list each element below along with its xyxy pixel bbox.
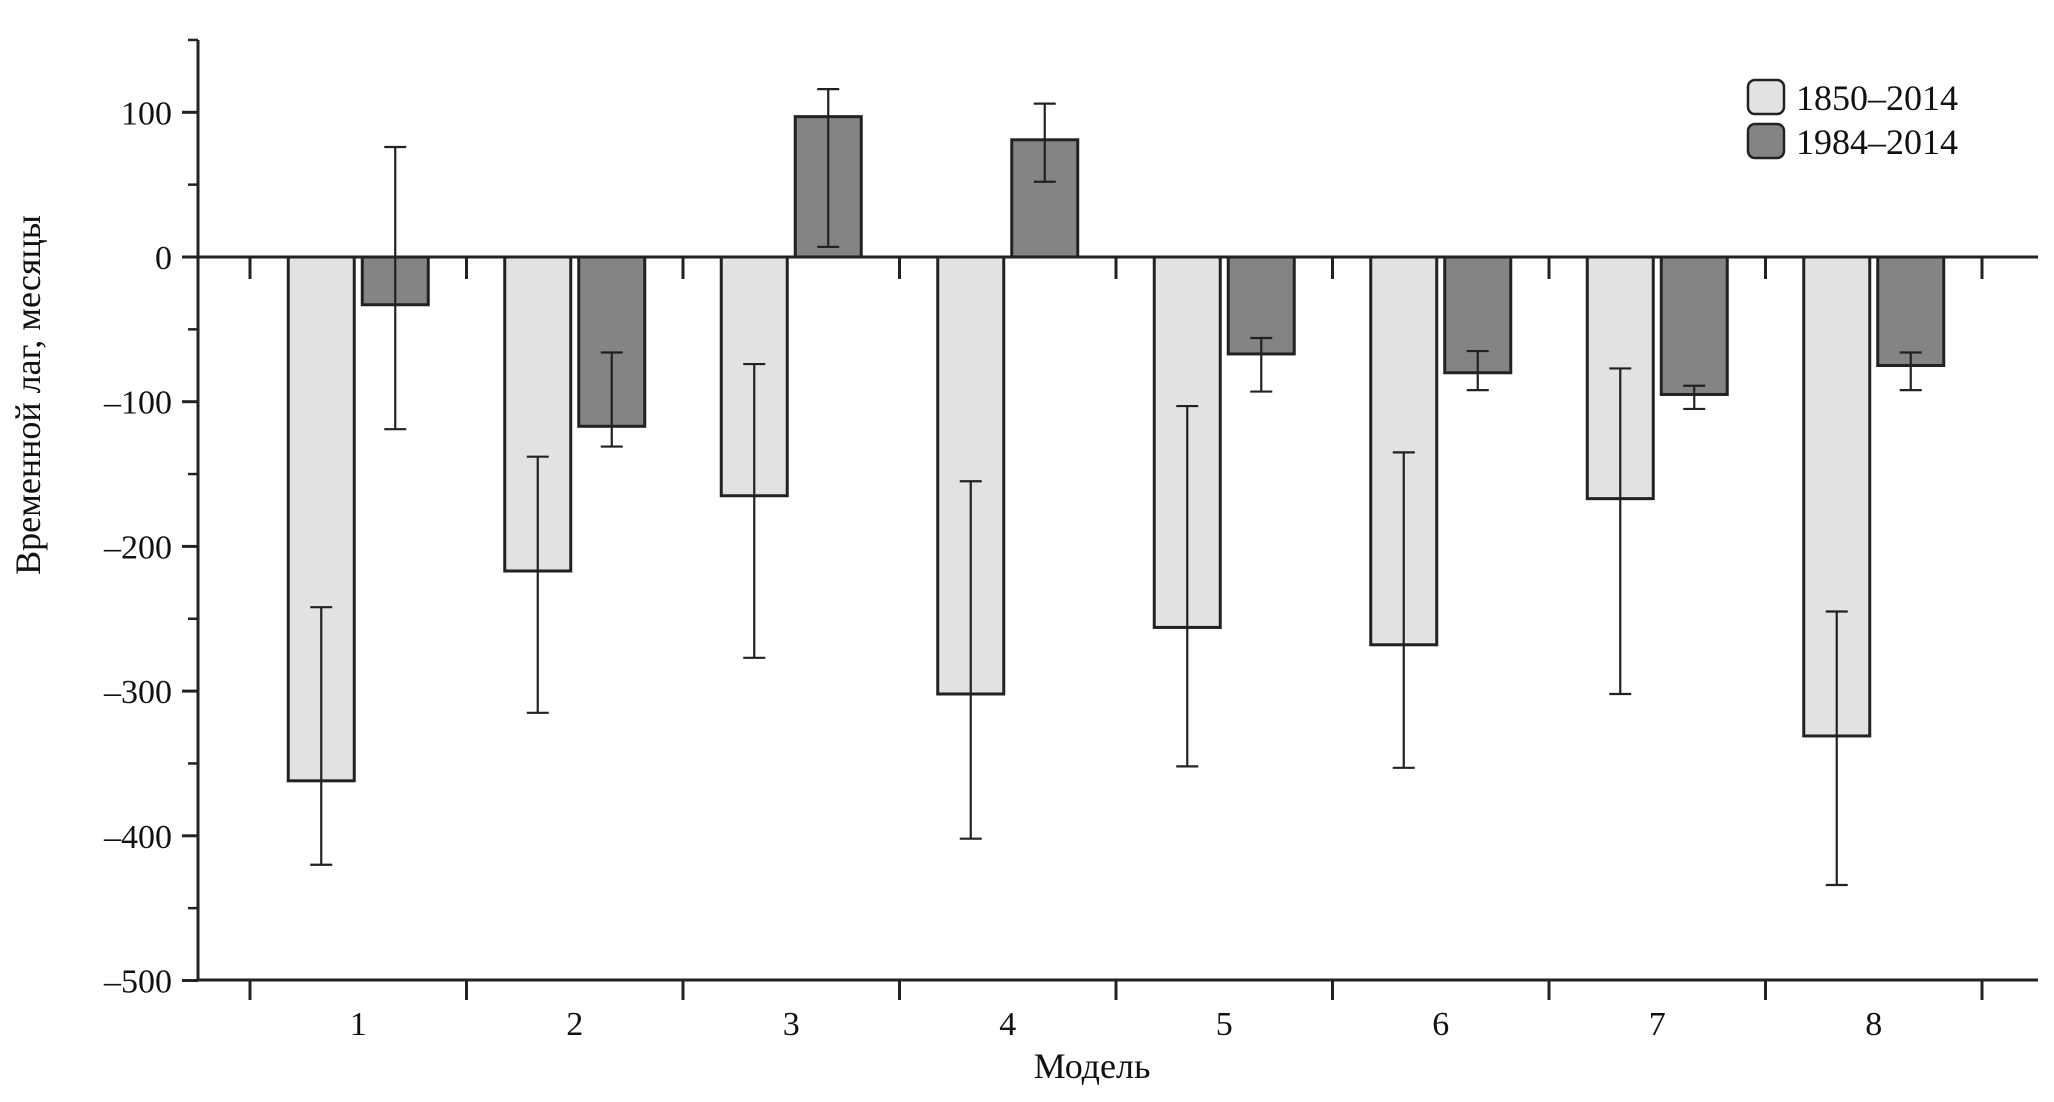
error-bar-series2-model-4 bbox=[1033, 102, 1056, 183]
legend-label-1984-2014: 1984–2014 bbox=[1796, 122, 1958, 162]
error-bar-series1-model-2 bbox=[526, 455, 549, 714]
y-tick-label: 0 bbox=[155, 240, 172, 277]
error-bar-series1-model-5 bbox=[1176, 404, 1199, 768]
error-bar-series1-model-7 bbox=[1609, 367, 1632, 696]
error-bar-series2-model-2 bbox=[600, 351, 623, 448]
x-tick-label-model-4: 4 bbox=[999, 1006, 1016, 1043]
error-bar-series1-model-3 bbox=[743, 362, 766, 659]
x-axis-title: Модель bbox=[1034, 1046, 1151, 1086]
error-bar-series2-model-5 bbox=[1250, 336, 1273, 393]
legend: 1850–2014 1984–2014 bbox=[1746, 78, 1958, 162]
x-tick-label-model-1: 1 bbox=[350, 1006, 367, 1043]
y-tick-label: –300 bbox=[103, 674, 172, 711]
legend-swatch-1984-2014 bbox=[1746, 122, 1786, 160]
error-bar-series1-model-8 bbox=[1825, 610, 1848, 887]
bar-series2-model-8 bbox=[1876, 255, 1946, 368]
tick-labels-layer: 100 0 –100 –200 –300 –400 –500 1 2 3 4 5 6 7 8 bbox=[103, 95, 1882, 1043]
error-bar-series2-model-8 bbox=[1899, 351, 1922, 392]
x-tick-label-model-8: 8 bbox=[1865, 1006, 1882, 1043]
bar-series2-model-7 bbox=[1659, 255, 1729, 396]
bars-layer bbox=[286, 115, 1946, 783]
x-tick-label-model-3: 3 bbox=[783, 1006, 800, 1043]
error-bar-series2-model-6 bbox=[1466, 349, 1489, 392]
error-bar-series1-model-6 bbox=[1392, 451, 1415, 769]
legend-label-1850-2014: 1850–2014 bbox=[1796, 78, 1958, 118]
error-bar-series1-model-1 bbox=[310, 606, 333, 866]
error-bar-series2-model-3 bbox=[817, 88, 840, 248]
legend-swatch-1850-2014 bbox=[1746, 78, 1786, 116]
y-tick-label: –100 bbox=[103, 385, 172, 422]
y-axis-title: Временной лаг, месяцы bbox=[8, 215, 48, 575]
x-tick-label-model-7: 7 bbox=[1649, 1006, 1666, 1043]
error-bar-series2-model-1 bbox=[384, 145, 407, 431]
y-tick-label: –500 bbox=[103, 964, 172, 1001]
x-tick-label-model-2: 2 bbox=[566, 1006, 583, 1043]
y-tick-label: –200 bbox=[103, 529, 172, 566]
x-tick-label-model-6: 6 bbox=[1432, 1006, 1449, 1043]
axes-layer bbox=[182, 38, 2038, 1000]
error-bar-series1-model-4 bbox=[959, 480, 982, 840]
y-tick-label: 100 bbox=[121, 95, 172, 132]
y-tick-label: –400 bbox=[103, 819, 172, 856]
x-tick-label-model-5: 5 bbox=[1216, 1006, 1233, 1043]
error-bar-series2-model-7 bbox=[1683, 384, 1706, 411]
error-bars-layer bbox=[310, 88, 1922, 887]
